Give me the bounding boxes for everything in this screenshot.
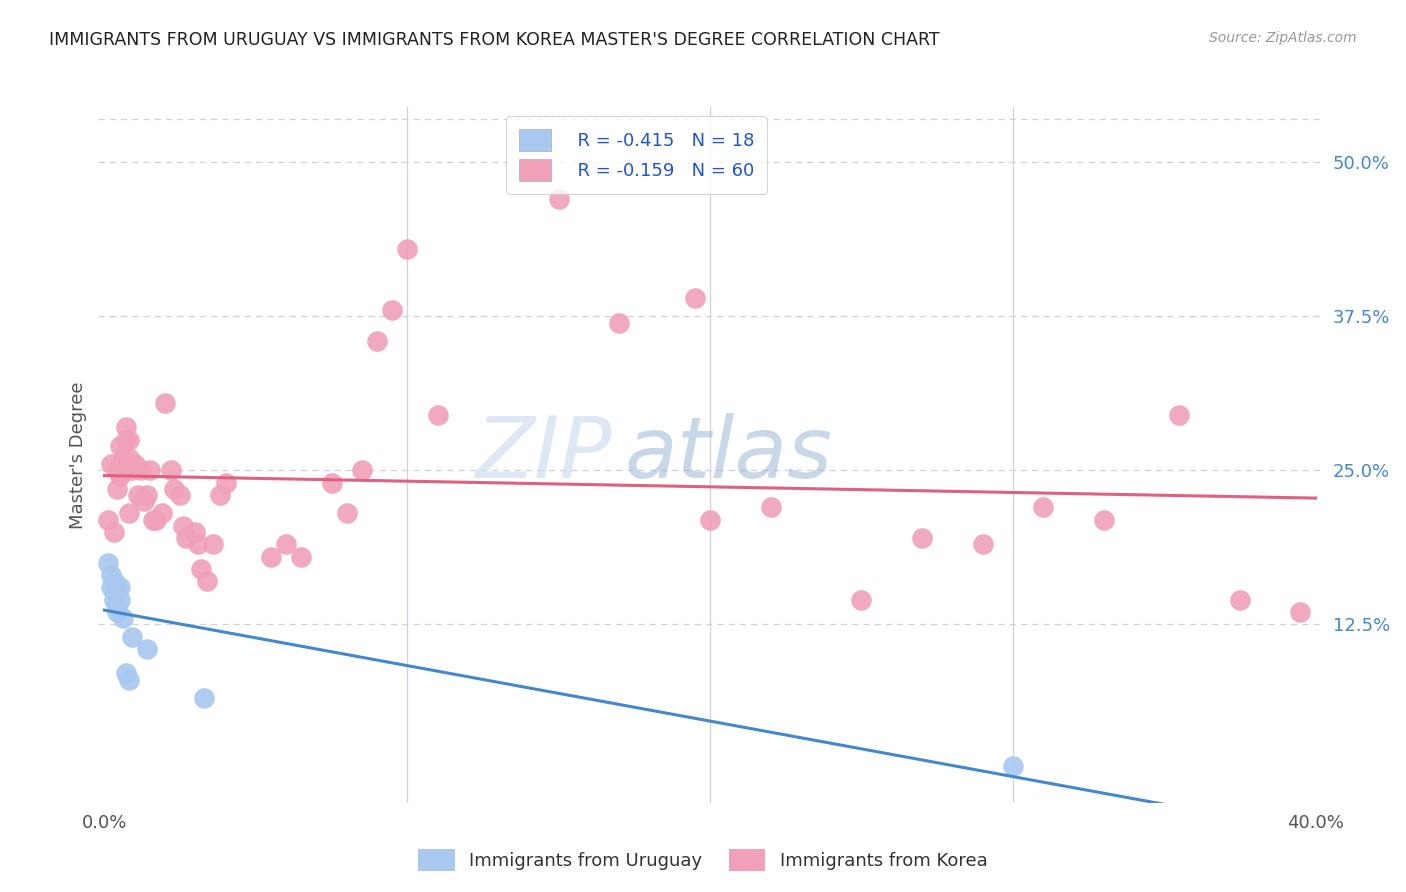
Point — [145, 512, 167, 526]
Point — [366, 334, 388, 348]
Point — [96, 556, 118, 570]
Point — [1229, 592, 1251, 607]
Point — [135, 641, 157, 656]
Point — [336, 507, 359, 521]
Point — [132, 494, 155, 508]
Point — [169, 488, 191, 502]
Point — [202, 537, 225, 551]
Legend:   R = -0.415   N = 18,   R = -0.159   N = 60: R = -0.415 N = 18, R = -0.159 N = 60 — [506, 116, 766, 194]
Point — [187, 537, 209, 551]
Point — [290, 549, 312, 564]
Point — [103, 574, 125, 589]
Point — [118, 673, 141, 687]
Point — [260, 549, 283, 564]
Legend: Immigrants from Uruguay, Immigrants from Korea: Immigrants from Uruguay, Immigrants from… — [411, 842, 995, 879]
Point — [153, 395, 176, 409]
Point — [197, 574, 219, 589]
Point — [105, 463, 128, 477]
Point — [118, 433, 141, 447]
Point — [547, 193, 569, 207]
Point — [103, 586, 125, 600]
Point — [127, 488, 149, 502]
Text: IMMIGRANTS FROM URUGUAY VS IMMIGRANTS FROM KOREA MASTER'S DEGREE CORRELATION CHA: IMMIGRANTS FROM URUGUAY VS IMMIGRANTS FR… — [49, 31, 939, 49]
Point — [105, 482, 128, 496]
Point — [193, 691, 215, 706]
Point — [1001, 759, 1024, 773]
Point — [759, 500, 782, 515]
Point — [100, 457, 122, 471]
Text: Source: ZipAtlas.com: Source: ZipAtlas.com — [1209, 31, 1357, 45]
Point — [172, 518, 194, 533]
Point — [184, 524, 207, 539]
Point — [350, 463, 373, 477]
Point — [426, 408, 449, 422]
Point — [96, 512, 118, 526]
Point — [111, 463, 134, 477]
Point — [163, 482, 186, 496]
Point — [607, 316, 630, 330]
Point — [972, 537, 994, 551]
Point — [683, 291, 706, 305]
Point — [105, 580, 128, 594]
Point — [114, 420, 136, 434]
Point — [321, 475, 343, 490]
Text: ZIP: ZIP — [475, 413, 612, 497]
Point — [396, 242, 419, 256]
Point — [142, 512, 165, 526]
Point — [105, 599, 128, 613]
Point — [108, 592, 131, 607]
Point — [103, 524, 125, 539]
Point — [111, 611, 134, 625]
Point — [174, 531, 197, 545]
Point — [114, 433, 136, 447]
Point — [114, 666, 136, 681]
Point — [276, 537, 298, 551]
Point — [190, 562, 212, 576]
Point — [121, 463, 143, 477]
Point — [129, 463, 152, 477]
Point — [911, 531, 934, 545]
Point — [208, 488, 231, 502]
Point — [100, 580, 122, 594]
Text: atlas: atlas — [624, 413, 832, 497]
Point — [139, 463, 162, 477]
Point — [699, 512, 721, 526]
Point — [1289, 605, 1312, 619]
Point — [135, 488, 157, 502]
Point — [100, 568, 122, 582]
Point — [1092, 512, 1115, 526]
Point — [118, 507, 141, 521]
Point — [108, 580, 131, 594]
Point — [111, 450, 134, 465]
Point — [150, 507, 173, 521]
Point — [381, 303, 404, 318]
Point — [1032, 500, 1054, 515]
Point — [108, 469, 131, 483]
Point — [124, 457, 146, 471]
Point — [851, 592, 873, 607]
Point — [121, 630, 143, 644]
Y-axis label: Master's Degree: Master's Degree — [69, 381, 87, 529]
Point — [103, 592, 125, 607]
Point — [214, 475, 236, 490]
Point — [105, 605, 128, 619]
Point — [108, 439, 131, 453]
Point — [118, 450, 141, 465]
Point — [1168, 408, 1191, 422]
Point — [160, 463, 183, 477]
